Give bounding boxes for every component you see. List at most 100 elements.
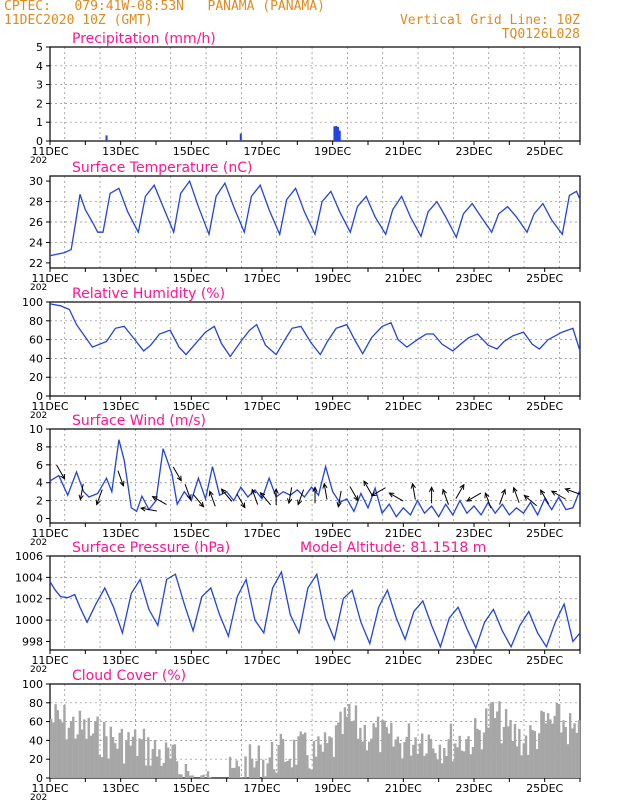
- cloud-bar: [270, 741, 274, 778]
- cloud-bar: [555, 702, 559, 778]
- cloud-xtick-label: 17DEC: [243, 782, 280, 795]
- cloud-bar: [78, 710, 82, 778]
- cloud-bar: [231, 767, 234, 778]
- cloud-bar: [566, 744, 570, 778]
- cloud-bar: [156, 756, 159, 778]
- wind-arrow-shaft: [117, 470, 124, 486]
- cloud-bar: [118, 732, 121, 778]
- cloud-bar: [248, 744, 252, 778]
- wind-arrow-head: [176, 475, 182, 482]
- cloud-bar: [142, 728, 146, 778]
- cloud-bar: [345, 716, 349, 778]
- cloud-bar: [111, 736, 115, 778]
- cloud-bar: [363, 724, 366, 778]
- cloud-bar: [396, 736, 400, 778]
- wind-arrow: [297, 489, 305, 506]
- cloud-bar: [295, 764, 298, 778]
- cloud-bar: [407, 723, 411, 778]
- wind-year-fragment: 202: [30, 538, 47, 548]
- cloud-bar: [504, 708, 508, 778]
- wind-xtick-label: 21DEC: [385, 527, 422, 540]
- temp-year-fragment: 202: [30, 283, 47, 293]
- wind-xtick-label: 13DEC: [102, 527, 139, 540]
- temp-ytick-label: 28: [29, 196, 43, 209]
- wind-arrow: [172, 466, 182, 482]
- cloud-bar: [443, 747, 446, 778]
- cloud-bar: [454, 743, 457, 778]
- cloud-year-fragment: 202: [30, 793, 47, 800]
- rh-ytick-label: 100: [22, 296, 43, 309]
- temp-xtick-label: 25DEC: [526, 272, 563, 285]
- cloud-bar: [491, 701, 495, 778]
- cloud-ytick-label: 40: [29, 734, 43, 747]
- cloud-bar: [427, 734, 431, 778]
- press-xtick-label: 11DEC: [31, 654, 68, 667]
- cloud-bar: [498, 701, 501, 778]
- cloud-bar: [235, 760, 238, 778]
- wind-arrow: [192, 494, 205, 508]
- cloud-bar: [359, 727, 362, 778]
- precip-xtick-label: 21DEC: [385, 145, 422, 158]
- press-ytick-label: 1004: [15, 571, 43, 584]
- wind-arrow-shaft: [551, 490, 566, 500]
- cloud-bar: [414, 737, 417, 778]
- cloud-bar: [562, 720, 565, 778]
- cloud-bar: [250, 758, 254, 778]
- wind-arrow-head: [312, 486, 318, 492]
- wind-arrow: [273, 487, 279, 506]
- cloud-bar: [326, 743, 329, 778]
- press-frame: [49, 555, 581, 651]
- rh-xtick-label: 23DEC: [455, 400, 492, 413]
- cloud-bar: [339, 711, 342, 778]
- wind-arrow-head: [198, 501, 205, 508]
- cloud-bar: [266, 763, 269, 778]
- wind-arrow: [259, 491, 272, 506]
- wind-arrow-shaft: [260, 492, 272, 506]
- temp-xtick-label: 19DEC: [314, 272, 351, 285]
- press-year-fragment: 202: [30, 665, 47, 675]
- cloud-bar: [50, 718, 53, 778]
- cloud-bar: [253, 767, 256, 778]
- cloud-bar: [465, 739, 468, 778]
- wind-arrow: [208, 490, 216, 507]
- precip-xtick-label: 15DEC: [173, 145, 210, 158]
- wind-arrow-head: [273, 487, 279, 494]
- cloud-bar: [557, 703, 561, 778]
- cloud-bar: [308, 768, 311, 778]
- wind-arrow: [151, 496, 167, 506]
- cloud-bar: [279, 733, 283, 778]
- cloud-bar: [268, 757, 272, 778]
- cloud-bar: [83, 719, 86, 778]
- wind-arrow: [336, 490, 342, 508]
- cloud-bar: [350, 721, 353, 778]
- cloud-bar: [80, 729, 84, 778]
- cloud-bar: [383, 720, 386, 778]
- cloud-bar: [149, 765, 152, 778]
- cloud-bar: [98, 754, 101, 778]
- wind-arrow-shaft: [236, 493, 246, 508]
- cloud-bar: [160, 765, 163, 778]
- cloud-bar: [299, 731, 302, 778]
- wind-arrow-head: [353, 495, 359, 502]
- rh-ytick-label: 20: [29, 371, 43, 384]
- cloud-bar: [273, 769, 276, 778]
- wind-arrow-head: [78, 494, 84, 501]
- cloud-bar: [451, 761, 455, 778]
- wind-arrow: [287, 487, 293, 505]
- temp-xtick-label: 11DEC: [31, 272, 68, 285]
- wind-arrow-head: [95, 499, 101, 506]
- cloud-bar: [61, 722, 64, 778]
- cloud-bar: [478, 730, 481, 778]
- wind-arrow-shaft: [221, 488, 233, 502]
- rh-xtick-label: 21DEC: [385, 400, 422, 413]
- cloud-bar: [284, 761, 287, 778]
- precip-xtick-label: 17DEC: [243, 145, 280, 158]
- wind-arrow: [184, 483, 192, 501]
- wind-arrow-head: [186, 494, 192, 501]
- wind-arrow-shaft: [412, 483, 416, 500]
- cloud-bar: [356, 738, 360, 778]
- cloud-bar: [467, 736, 470, 778]
- cloud-bar: [303, 732, 307, 778]
- wind-arrow-head: [240, 502, 246, 509]
- cloud-bar: [87, 717, 90, 778]
